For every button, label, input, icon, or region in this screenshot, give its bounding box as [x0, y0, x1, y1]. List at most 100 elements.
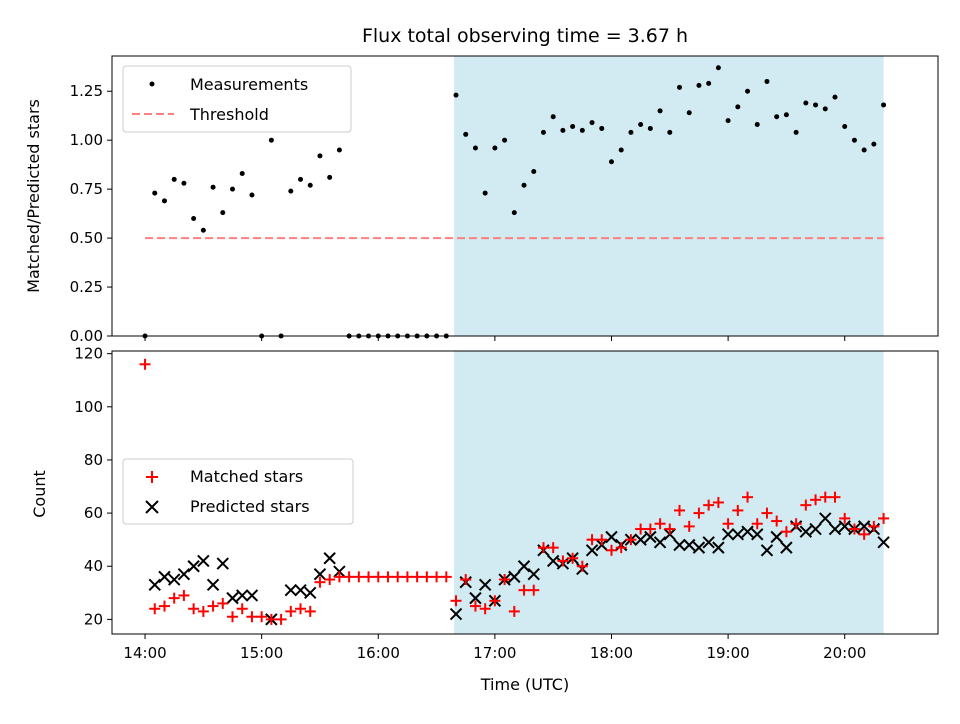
matched-star-point [479, 603, 491, 615]
predicted-star-point [721, 528, 735, 541]
predicted-star-point [731, 528, 745, 541]
matched-star-point [324, 574, 336, 586]
x-tick-label: 19:00 [706, 644, 749, 662]
measurement-point [531, 169, 537, 175]
top-highlight-span-layer [454, 56, 884, 336]
matched-star-point [751, 518, 763, 530]
matched-star-point [858, 528, 870, 540]
top-plot-frame [111, 55, 939, 337]
measurement-point [647, 125, 653, 131]
measurement-point [570, 123, 576, 129]
predicted-star-point [585, 544, 599, 557]
predicted-star-point [634, 533, 647, 546]
matched-star-point [178, 589, 190, 601]
measurement-point [657, 108, 663, 114]
predicted-star-point [245, 589, 259, 602]
predicted-star-point [187, 560, 200, 573]
matched-star-point [790, 518, 802, 530]
measurement-point [851, 137, 857, 143]
matched-star-point [382, 571, 394, 583]
predicted-star-point [226, 591, 239, 605]
matched-star-point [158, 600, 170, 612]
predicted-star-point [294, 583, 307, 597]
predicted-star-point [148, 578, 161, 592]
matched-star-point [839, 512, 851, 524]
measurement-point [317, 153, 323, 159]
measurement-point [628, 129, 634, 135]
measurement-point [861, 147, 867, 153]
y-tick-label: 1.00 [70, 131, 103, 149]
matched-star-point [664, 523, 676, 535]
measurement-point [803, 100, 809, 106]
matched-star-point [868, 520, 880, 532]
y-tick-label: 0.25 [70, 278, 103, 296]
matched-star-point [683, 520, 695, 532]
measurement-point [871, 141, 877, 147]
predicted-star-point [206, 578, 220, 592]
measurement-point [686, 110, 692, 116]
matched-star-point [761, 507, 773, 519]
predicted-star-point [683, 538, 696, 552]
measurement-point [696, 82, 702, 88]
predicted-star-point [508, 570, 521, 584]
predicted-star-point [605, 530, 618, 544]
measurement-point [550, 114, 556, 120]
matched-star-point [732, 504, 744, 516]
predicted-star-point [197, 554, 210, 568]
y-tick-label: 120 [74, 345, 103, 363]
measurement-point [793, 129, 799, 135]
measurement-point [764, 78, 770, 84]
matched-star-point [285, 605, 297, 617]
top-measurements-layer [142, 65, 887, 339]
measurement-point [288, 188, 294, 194]
x-tick-label: 20:00 [823, 644, 866, 662]
predicted-star-point [741, 525, 754, 538]
matched-star-point [596, 534, 608, 546]
measurement-point [745, 88, 751, 94]
measurement-point [706, 80, 712, 86]
measurement-point [327, 174, 333, 180]
y-tick-label: 0.75 [70, 180, 103, 198]
matched-star-point [810, 494, 822, 506]
predicted-star-point [167, 573, 181, 586]
matched-star-point [363, 571, 375, 583]
matched-star-point [265, 613, 277, 625]
matched-star-point [353, 571, 365, 583]
measurement-point [667, 129, 673, 135]
y-tick-label: 1.25 [70, 82, 103, 100]
matched-star-point [693, 507, 705, 519]
measurement-point [220, 210, 226, 216]
matched-star-point [644, 523, 656, 535]
predicted-star-point [819, 512, 832, 525]
x-tick-label: 15:00 [240, 644, 283, 662]
measurement-point [638, 122, 644, 128]
matched-star-point [615, 542, 627, 554]
measurement-point [453, 92, 459, 98]
predicted-star-point [644, 530, 657, 544]
predicted-star-point [304, 586, 317, 600]
matched-star-point [450, 595, 462, 607]
predicted-star-point [828, 522, 842, 536]
matched-star-point [819, 491, 831, 503]
measurement-point [336, 147, 342, 153]
predicted-star-point [449, 607, 463, 621]
matched-star-point [188, 603, 200, 615]
measurement-point [560, 127, 566, 133]
matched-star-point [168, 592, 180, 604]
y-tick-label: 100 [74, 398, 103, 416]
predicted-star-point [323, 552, 336, 565]
predicted-star-point [702, 536, 715, 549]
measurement-point [599, 125, 605, 131]
measurement-point [482, 190, 488, 196]
matched-star-point [771, 515, 783, 527]
matched-star-point [625, 534, 637, 546]
predicted-star-point [527, 568, 540, 581]
matched-star-point [499, 574, 511, 586]
predicted-star-point [692, 541, 706, 554]
predicted-star-point [751, 528, 764, 541]
measurement-point [191, 216, 197, 222]
predicted-star-point [799, 525, 813, 538]
y-tick-label: 0.00 [70, 327, 103, 345]
predicted-star-point [284, 583, 298, 597]
